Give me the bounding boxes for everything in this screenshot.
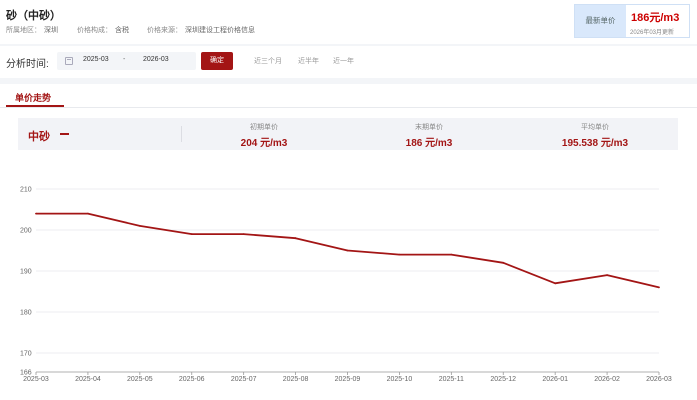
confirm-button[interactable]: 确定 (201, 52, 233, 70)
initial-price-label: 初期单价 (250, 124, 278, 131)
latest-price-value: 186元/m3 (631, 12, 680, 24)
data-point (294, 237, 297, 240)
y-tick-label: 166 (20, 370, 32, 377)
y-tick-label: 170 (20, 351, 32, 358)
average-price: 平均单价 195.538 元/m3 (535, 122, 655, 149)
x-tick-label: 2025-06 (179, 376, 205, 383)
source-info: 价格来源： 深圳建设工程价格信息 (147, 25, 255, 35)
x-tick-label: 2025-03 (23, 376, 49, 383)
composition-label: 价格构成： (77, 27, 112, 34)
final-price: 末期单价 186 元/m3 (369, 122, 489, 149)
data-point (658, 286, 660, 289)
data-point (502, 261, 505, 264)
data-point (242, 233, 245, 236)
average-price-label: 平均单价 (581, 124, 609, 131)
series-name: 中砂 (28, 131, 50, 143)
latest-price-updated: 2026年03月更新 (630, 30, 675, 36)
data-point (554, 282, 557, 285)
region-value: 深圳 (44, 27, 58, 34)
latest-price-box: 最新单价 186元/m3 2026年03月更新 (574, 4, 690, 38)
x-tick-label: 2025-07 (231, 376, 257, 383)
x-tick-label: 2025-10 (387, 376, 413, 383)
y-tick-label: 200 (20, 228, 32, 235)
y-tick-label: 180 (20, 310, 32, 317)
y-tick-label: 210 (20, 187, 32, 194)
date-range-picker[interactable]: 2025-03 - 2026-03 (57, 52, 196, 70)
quick-one-year[interactable]: 近一年 (333, 58, 354, 65)
x-tick-label: 2025-09 (335, 376, 361, 383)
data-point (346, 249, 349, 252)
x-tick-label: 2025-05 (127, 376, 153, 383)
x-tick-label: 2025-08 (283, 376, 309, 383)
x-tick-label: 2026-01 (542, 376, 568, 383)
analysis-time-label: 分析时间: (6, 59, 49, 70)
data-point (606, 274, 608, 276)
series-legend-line (60, 133, 69, 135)
date-separator: - (123, 56, 126, 63)
data-point (138, 225, 141, 227)
main-panel: 单价走势 中砂 初期单价 204 元/m3 末期单价 186 元/m3 平均单价… (0, 84, 697, 400)
summary-divider (181, 126, 182, 142)
x-tick-label: 2026-03 (646, 376, 672, 383)
composition-info: 价格构成： 含税 (77, 25, 129, 35)
data-point (450, 253, 453, 256)
summary-bar: 中砂 初期单价 204 元/m3 末期单价 186 元/m3 平均单价 195.… (18, 118, 678, 150)
data-point (87, 212, 89, 215)
final-price-label: 末期单价 (415, 124, 443, 131)
average-price-value: 195.538 元/m3 (561, 138, 629, 149)
data-point (190, 233, 193, 236)
final-price-value: 186 元/m3 (405, 138, 453, 149)
initial-price-value: 204 元/m3 (240, 138, 288, 149)
source-label: 价格来源： (147, 27, 182, 34)
tab-active-indicator (6, 105, 64, 107)
latest-price-label: 最新单价 (575, 5, 626, 37)
data-point (398, 253, 401, 256)
data-point (35, 212, 37, 215)
source-value: 深圳建设工程价格信息 (185, 27, 255, 34)
quick-half-year[interactable]: 近半年 (298, 58, 319, 65)
page-title: 砂（中砂） (6, 10, 61, 22)
start-date[interactable]: 2025-03 (83, 56, 109, 63)
composition-value: 含税 (115, 27, 129, 34)
header: 砂（中砂） 所属地区： 深圳 价格构成： 含税 价格来源： 深圳建设工程价格信息 最新… (0, 0, 697, 44)
tab-price-trend[interactable]: 单价走势 (15, 93, 52, 103)
y-tick-label: 190 (20, 269, 32, 276)
calendar-icon (65, 57, 73, 65)
x-tick-label: 2025-04 (75, 376, 101, 383)
x-tick-label: 2026-02 (594, 376, 620, 383)
x-tick-label: 2025-12 (490, 376, 516, 383)
initial-price: 初期单价 204 元/m3 (204, 122, 324, 149)
quick-three-months[interactable]: 近三个月 (254, 58, 282, 65)
region-info: 所属地区： 深圳 (6, 25, 58, 35)
tab-divider (0, 107, 697, 108)
end-date[interactable]: 2026-03 (143, 56, 169, 63)
x-tick-label: 2025-11 (439, 376, 464, 383)
filter-bar: 分析时间: 2025-03 - 2026-03 确定 近三个月 近半年 近一年 (0, 46, 697, 78)
region-label: 所属地区： (6, 27, 41, 34)
